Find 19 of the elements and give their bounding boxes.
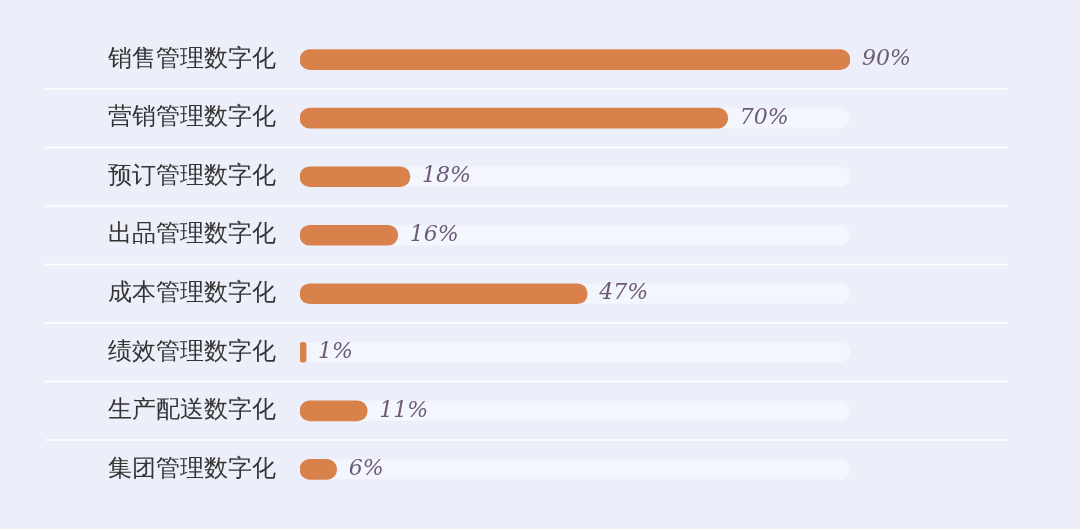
y-tick-label: 出品管理数字化	[108, 219, 276, 248]
y-tick-label: 绩效管理数字化	[108, 336, 276, 365]
y-tick-label: 集团管理数字化	[108, 453, 276, 482]
y-tick-label: 预订管理数字化	[108, 160, 276, 189]
data-label: 11%	[379, 396, 429, 422]
data-label: 1%	[318, 338, 354, 364]
y-tick-label: 成本管理数字化	[108, 278, 276, 306]
data-label: 47%	[598, 279, 649, 305]
data-label: 18%	[422, 162, 471, 188]
bar	[300, 224, 399, 246]
data-label: 16%	[409, 220, 459, 246]
y-tick-label: 销售管理数字化	[107, 43, 276, 72]
data-label: 6%	[348, 455, 384, 481]
bar	[300, 166, 411, 188]
data-label: 90%	[862, 45, 911, 71]
y-tick-label: 生产配送数字化	[108, 395, 276, 424]
y-tick-label: 营销管理数字化	[108, 102, 276, 131]
data-label: 70%	[739, 103, 789, 129]
bar	[300, 400, 368, 422]
